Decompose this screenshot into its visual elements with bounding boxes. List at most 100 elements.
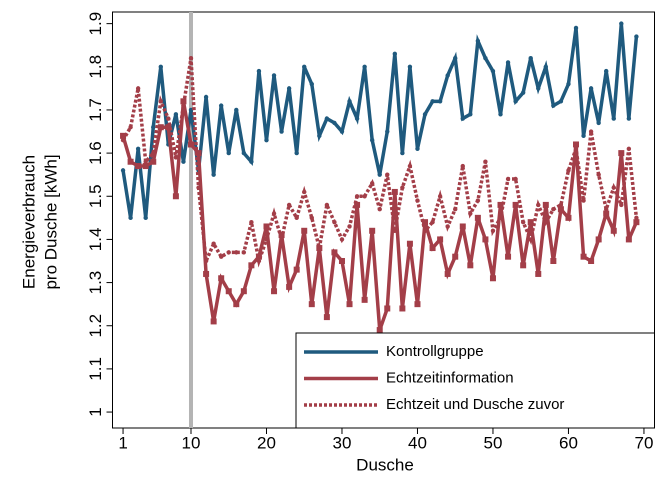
marker (241, 250, 247, 255)
marker (542, 201, 549, 208)
marker (263, 223, 270, 230)
marker (566, 81, 571, 87)
marker (551, 103, 556, 108)
y-axis-label: pro Dusche [kWh] (41, 154, 60, 289)
marker (422, 228, 428, 233)
marker (210, 318, 217, 325)
marker (581, 133, 586, 139)
marker (437, 99, 443, 104)
marker (512, 201, 519, 208)
x-tick-label: 1 (118, 433, 127, 452)
marker (445, 224, 450, 229)
marker (218, 103, 224, 108)
marker (362, 64, 367, 69)
marker (249, 159, 254, 164)
marker (489, 275, 496, 282)
marker (452, 253, 459, 260)
marker (513, 176, 518, 182)
marker (520, 262, 527, 269)
marker (588, 86, 594, 91)
marker (595, 236, 602, 243)
marker (626, 116, 632, 121)
marker (528, 237, 533, 242)
marker (430, 99, 435, 104)
marker (151, 150, 156, 156)
marker (399, 305, 406, 312)
marker (354, 194, 360, 199)
marker (551, 207, 556, 212)
marker (195, 150, 202, 157)
marker (203, 258, 209, 264)
marker (323, 314, 330, 321)
marker (467, 262, 474, 269)
marker (308, 301, 315, 308)
marker (135, 163, 142, 170)
marker (196, 185, 201, 190)
marker (309, 81, 314, 87)
marker (158, 64, 163, 69)
marker (203, 270, 210, 277)
marker (362, 194, 367, 199)
marker (211, 172, 216, 177)
marker (347, 224, 352, 229)
marker (338, 258, 345, 264)
marker (520, 90, 526, 95)
marker (143, 215, 148, 221)
marker (339, 237, 345, 242)
marker (120, 168, 126, 173)
marker (422, 112, 428, 117)
marker (460, 116, 465, 121)
marker (415, 146, 420, 151)
marker (150, 158, 157, 165)
marker (528, 55, 533, 61)
marker (332, 219, 337, 225)
marker (293, 266, 300, 273)
marker (143, 159, 148, 164)
marker (286, 86, 292, 91)
marker (566, 168, 571, 173)
marker (218, 275, 225, 282)
marker (385, 172, 390, 177)
marker (634, 34, 639, 39)
marker (573, 25, 579, 31)
marker (573, 141, 580, 148)
marker (142, 163, 149, 170)
marker (172, 193, 179, 200)
marker (475, 38, 481, 44)
marker (520, 219, 526, 225)
marker (385, 129, 390, 134)
marker (474, 214, 481, 221)
y-tick-label: 1.6 (86, 141, 105, 165)
marker (558, 202, 564, 208)
marker (414, 301, 421, 308)
marker (166, 116, 171, 121)
marker (468, 112, 473, 117)
marker (173, 155, 179, 160)
marker (279, 129, 284, 134)
marker (309, 215, 314, 221)
marker (543, 219, 549, 225)
marker (302, 64, 307, 69)
marker (188, 55, 194, 61)
marker (188, 107, 194, 113)
marker (611, 116, 616, 121)
marker (317, 133, 322, 139)
marker (286, 283, 293, 290)
marker (203, 94, 209, 100)
marker (468, 211, 473, 216)
marker (240, 288, 247, 295)
marker (256, 68, 262, 74)
marker (369, 137, 375, 143)
marker (619, 21, 624, 26)
marker (271, 73, 277, 78)
marker (626, 146, 632, 151)
marker (603, 210, 610, 217)
y-tick-label: 1.4 (86, 228, 105, 252)
marker (498, 215, 503, 221)
marker (596, 120, 601, 126)
marker (120, 132, 127, 139)
marker (377, 172, 382, 177)
marker (437, 236, 444, 243)
marker (302, 189, 307, 195)
marker (339, 129, 345, 134)
